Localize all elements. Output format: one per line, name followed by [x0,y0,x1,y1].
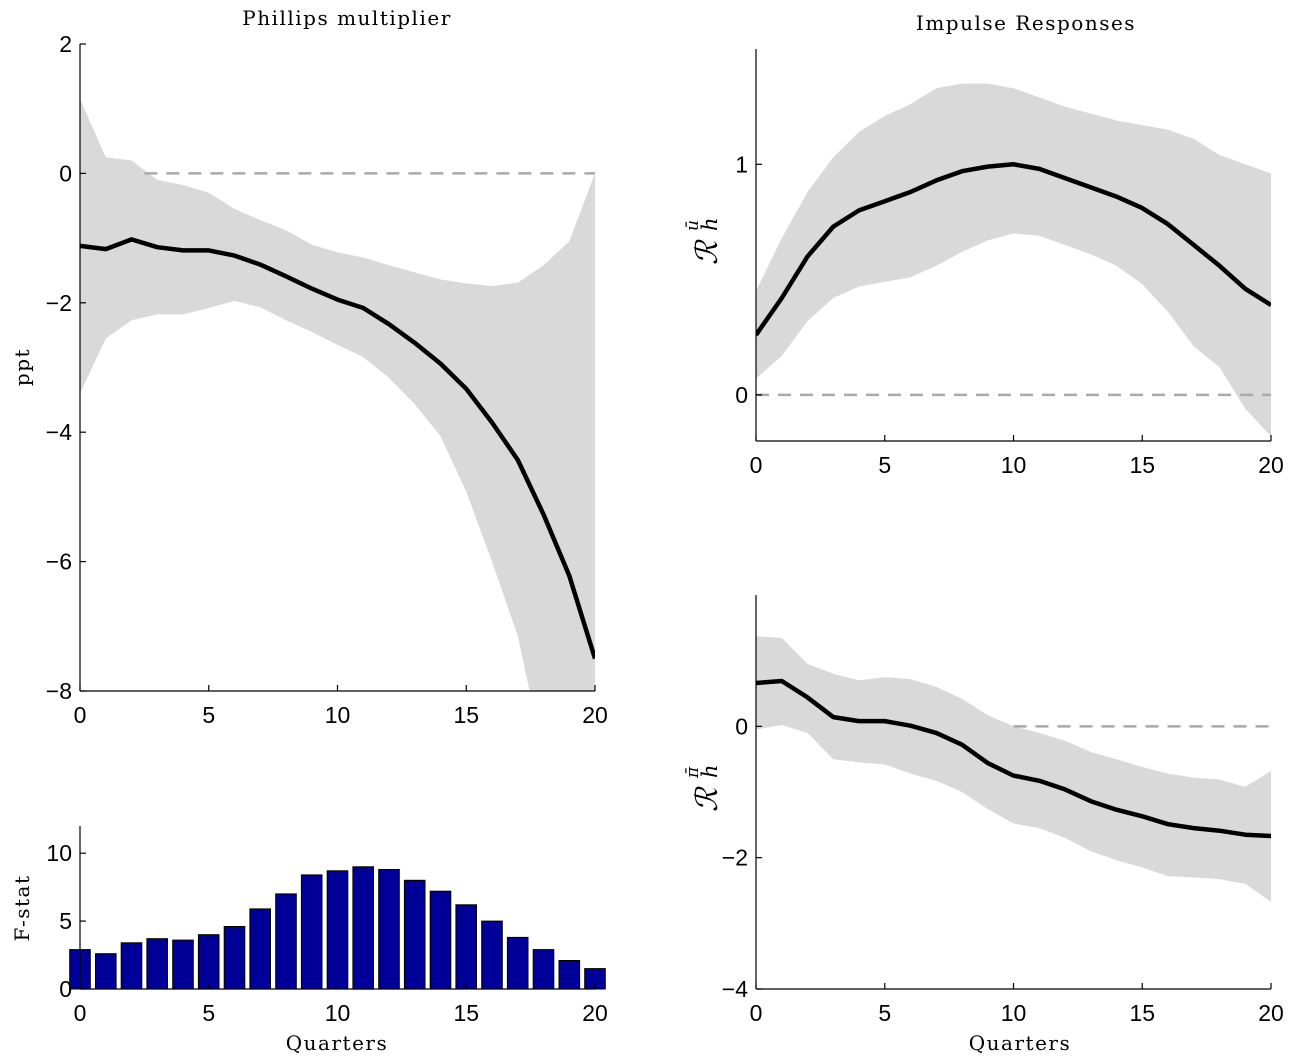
ir-pi-xlabel: Quarters [969,1031,1071,1055]
phillips-panel: Phillips multiplier ppt 0 5 10 15 20−8−6−4−2… [10,6,608,728]
ir-u-panel: Impulse Responses ℛ h ū 0 5 10 15 20 0 1 [683,11,1284,478]
fstat-bar-19 [558,960,581,990]
ir_pi-xtick-label-0: 0 [750,1000,763,1026]
phillips-xtick-label-20: 20 [582,702,608,728]
ir_u-xtick-label-15: 15 [1129,452,1155,478]
ir-pi-plot-area: 0 5 10 15 20 −4 −2 0 [722,595,1284,1026]
ir-pi-ylabel: ℛ h π̄ [683,764,725,812]
ir_u-estimate-line [756,162,1271,337]
phillips-title: Phillips multiplier [242,6,452,30]
ir-pi-panel: Quarters ℛ h π̄ 0 5 10 15 20 −4 −2 0 [683,595,1284,1055]
phillips-ytick-label--8: −8 [46,678,72,704]
fstat-bar-5 [197,934,220,990]
fstat-bar-1 [95,953,117,990]
fstat-marks [69,866,606,990]
fstat-xlabel: Quarters [286,1031,388,1055]
phillips-xtick-label-0: 0 [74,702,87,728]
phillips-ytick-label--6: −6 [46,549,72,575]
fstat-ylabel: F-stat [10,875,34,942]
phillips-ylabel: ppt [10,348,34,386]
fstat-bar-16 [481,920,503,990]
ir_u-marks [756,83,1271,437]
ir_pi-xtick-label-10: 10 [1001,1000,1027,1026]
fstat-bar-2 [120,942,143,990]
ir_u-xtick-label-0: 0 [750,452,763,478]
phillips-marks [80,99,595,691]
svg-text:ℛ: ℛ [690,786,725,812]
fstat-bar-13 [403,879,426,990]
fstat-bar-9 [300,874,323,990]
phillips-estimate-line [80,237,595,660]
fstat-bar-15 [455,904,477,990]
ir-u-plot-area: 0 5 10 15 20 0 1 [735,49,1284,478]
phillips-ytick-label-0: 0 [59,160,72,186]
fstat-plot-area: 0 5 10 15 20 0 5 10 [46,826,608,1026]
fstat-bar-14 [429,890,452,990]
fstat-bar-12 [378,869,400,990]
fstat-xtick-label-20: 20 [582,1000,608,1026]
ir_pi-confidence-band [756,636,1271,902]
ir_u-ytick-label-1: 1 [735,151,748,177]
fstat-bar-3 [146,938,168,990]
ir_u-xtick-label-5: 5 [878,452,891,478]
svg-text:h: h [698,217,722,231]
fstat-ytick-label-0: 0 [59,976,72,1002]
fstat-xtick-label-5: 5 [202,1000,215,1026]
svg-text:h: h [698,764,722,778]
fstat-xtick-label-10: 10 [325,1000,351,1026]
ir-u-title: Impulse Responses [916,11,1136,35]
ir_pi-estimate-line [756,678,1271,839]
ir_pi-xtick-label-20: 20 [1258,1000,1284,1026]
ir_pi-xtick-label-5: 5 [878,1000,891,1026]
fstat-bar-11 [352,866,374,990]
phillips-plot-area: 0 5 10 15 20 −8 −6 −4 −2 0 2 [46,31,608,728]
ir-u-ylabel: ℛ h ū [683,217,725,265]
fstat-bar-18 [532,949,555,990]
ir_pi-xtick-label-15: 15 [1129,1000,1155,1026]
ir_u-xtick-label-20: 20 [1258,452,1284,478]
fstat-bar-4 [172,939,194,990]
fstat-panel: F-stat Quarters 0 5 10 15 20 0 5 10 [10,826,608,1055]
phillips-xtick-label-5: 5 [202,702,215,728]
ir_u-xtick-label-10: 10 [1001,452,1027,478]
ir_u-confidence-band [756,83,1271,437]
ir_pi-ytick-label--2: −2 [722,845,748,871]
svg-text:ū: ū [683,220,703,231]
fstat-ytick-label-5: 5 [59,908,72,934]
fstat-bar-17 [506,936,529,990]
phillips-ytick-label--2: −2 [46,290,72,316]
phillips-confidence-band [80,99,595,691]
ir_pi-ytick-label--4: −4 [722,976,748,1002]
phillips-xtick-label-10: 10 [325,702,351,728]
phillips-ytick-label--4: −4 [46,419,72,445]
phillips-xtick-label-15: 15 [453,702,479,728]
ir_u-ytick-label-0: 0 [735,382,748,408]
fstat-bar-7 [249,908,271,990]
fstat-ytick-label-10: 10 [46,840,72,866]
fstat-bar-10 [326,870,349,990]
ir_pi-ytick-label-0: 0 [735,713,748,739]
fstat-bar-8 [275,893,297,990]
phillips-ytick-label-2: 2 [59,31,72,57]
fstat-xtick-label-0: 0 [74,1000,87,1026]
ir_pi-marks [756,636,1271,902]
svg-text:π̄: π̄ [683,766,703,779]
fstat-bar-6 [223,926,246,990]
fstat-xtick-label-15: 15 [453,1000,479,1026]
svg-text:ℛ: ℛ [690,239,725,265]
